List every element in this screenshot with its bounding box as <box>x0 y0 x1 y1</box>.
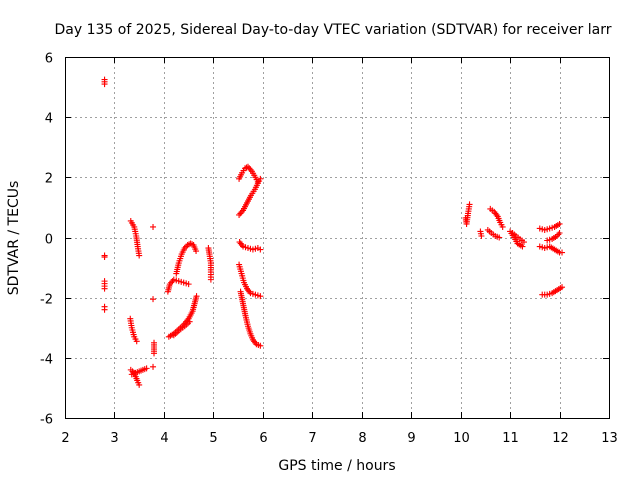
data-point <box>193 293 200 300</box>
data-point <box>193 248 200 255</box>
data-point <box>133 338 140 345</box>
data-point <box>151 350 158 357</box>
x-tick-label: 13 <box>601 431 618 446</box>
x-tick-label: 2 <box>61 431 69 446</box>
x-tick-label: 7 <box>308 431 316 446</box>
data-points <box>101 76 566 388</box>
grid-lines <box>65 57 609 418</box>
data-point <box>136 252 143 259</box>
x-tick-label: 8 <box>358 431 366 446</box>
y-tick-label: 4 <box>45 112 53 127</box>
data-point <box>499 223 506 230</box>
data-point <box>101 254 108 261</box>
y-tick-label: -2 <box>40 293 53 308</box>
x-tick-label: 12 <box>552 431 569 446</box>
data-point <box>186 318 193 325</box>
data-point <box>559 284 566 291</box>
y-tick-label: -4 <box>40 353 53 368</box>
data-point <box>150 223 157 230</box>
data-point <box>478 232 485 239</box>
data-point <box>101 285 108 292</box>
data-point <box>257 175 264 182</box>
x-axis-label: GPS time / hours <box>278 458 395 474</box>
data-point <box>257 293 264 300</box>
data-point <box>101 306 108 313</box>
data-point <box>520 239 527 246</box>
data-point <box>257 342 264 349</box>
data-point <box>136 381 143 388</box>
y-axis: -6 -4 -2 0 2 4 6 <box>40 52 609 428</box>
x-tick-label: 10 <box>453 431 470 446</box>
y-tick-label: -6 <box>40 413 53 428</box>
y-axis-label: SDTVAR / TECUs <box>6 181 22 296</box>
data-point <box>207 276 214 283</box>
data-point <box>143 365 150 372</box>
x-tick-label: 9 <box>407 431 415 446</box>
data-point <box>185 281 192 288</box>
y-tick-label: 2 <box>45 172 53 187</box>
data-point <box>466 201 473 208</box>
data-point <box>187 240 194 247</box>
chart-title: Day 135 of 2025, Sidereal Day-to-day VTE… <box>55 22 612 38</box>
x-tick-label: 5 <box>209 431 217 446</box>
data-point <box>496 234 503 241</box>
data-point <box>254 178 261 185</box>
x-tick-label: 4 <box>160 431 168 446</box>
x-tick-label: 11 <box>502 431 519 446</box>
data-point <box>257 246 264 253</box>
data-point <box>559 249 566 256</box>
data-point <box>150 363 157 370</box>
y-tick-label: 0 <box>45 233 53 248</box>
data-point <box>556 220 563 227</box>
data-point <box>150 296 157 303</box>
x-tick-label: 3 <box>110 431 118 446</box>
plot-frame <box>65 57 610 419</box>
x-tick-label: 6 <box>259 431 267 446</box>
data-point <box>101 76 108 83</box>
data-point <box>556 229 563 236</box>
x-axis: 2 3 4 5 6 7 8 9 10 11 12 13 <box>61 57 618 446</box>
data-point <box>519 243 526 250</box>
data-point <box>184 242 191 249</box>
y-tick-label: 6 <box>45 52 53 67</box>
